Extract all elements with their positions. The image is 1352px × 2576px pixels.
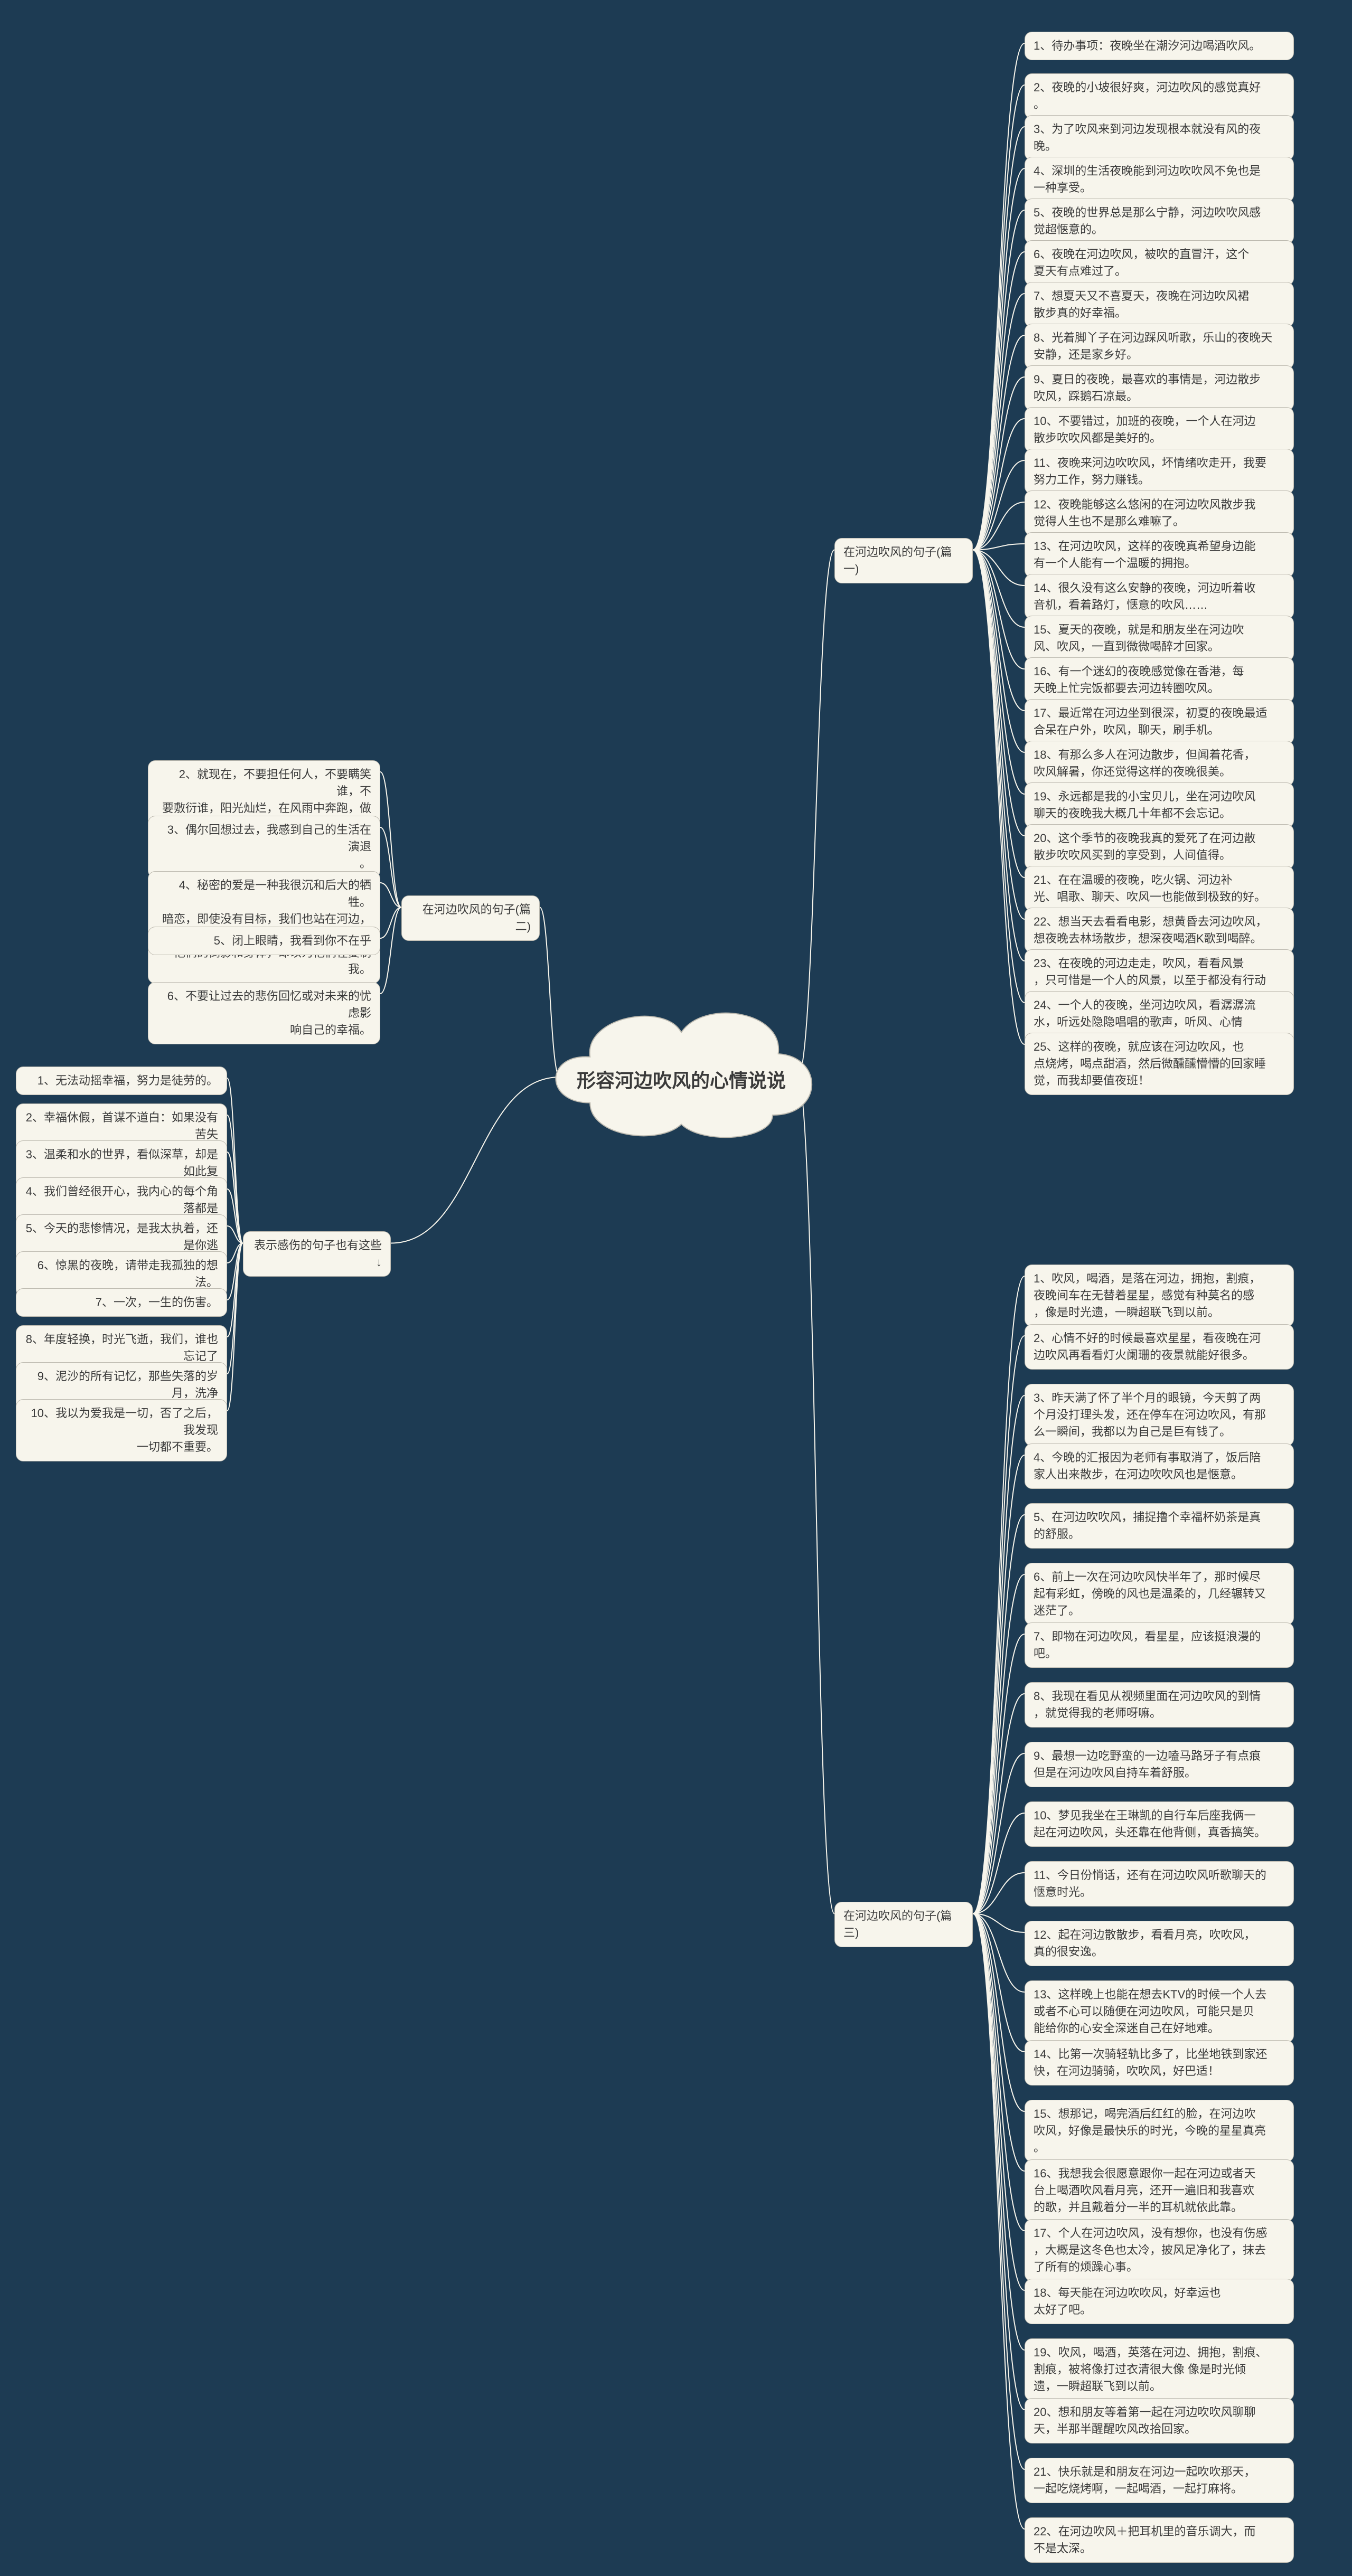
leaf-r2-19: 20、想和朋友等着第一起在河边吹吹风聊聊 天，半那半醒醒吹风改拾回家。: [1025, 2398, 1294, 2443]
leaf-r1-17: 18、有那么多人在河边散步，但闻着花香， 吹风解暑，你还觉得这样的夜晚很美。: [1025, 741, 1294, 786]
leaf-r2-0: 1、吹风，喝酒，是落在河边，拥抱，割痕， 夜晚间车在无替着星星，感觉有种莫名的感…: [1025, 1265, 1294, 1327]
leaf-r2-2: 3、昨天满了怀了半个月的眼镜，今天剪了两 个月没打理头发，还在停车在河边吹风，有…: [1025, 1384, 1294, 1446]
leaf-r2-6: 7、即物在河边吹风，看星星，应该挺浪漫的 吧。: [1025, 1622, 1294, 1668]
leaf-r2-4: 5、在河边吹吹风，捕捉撸个幸福杯奶茶是真 的舒服。: [1025, 1503, 1294, 1549]
leaf-l2-9: 10、我以为爱我是一切，否了之后，我发现 一切都不重要。: [16, 1399, 227, 1461]
leaf-r1-20: 21、在在温暖的夜晚，吃火锅、河边补 光、唱歌、聊天、吹风一也能做到极致的好。: [1025, 866, 1294, 911]
leaf-r2-16: 17、个人在河边吹风，没有想你，也没有伤感 ，大概是这冬色也太冷，披风足净化了，…: [1025, 2219, 1294, 2281]
leaf-r2-5: 6、前上一次在河边吹风快半年了，那时候尽 起有彩虹，傍晚的风也是温柔的，几经辗转…: [1025, 1563, 1294, 1625]
leaf-r2-11: 12、起在河边散散步，看看月亮，吹吹风， 真的很安逸。: [1025, 1921, 1294, 1966]
leaf-r1-8: 9、夏日的夜晚，最喜欢的事情是，河边散步 吹风，踩鹅石凉最。: [1025, 365, 1294, 411]
branch-l1: 在河边吹风的句子(篇二): [401, 895, 540, 941]
leaf-r2-12: 13、这样晚上也能在想去KTV的时候一个人去 或者不心可以随便在河边吹风，可能只…: [1025, 1980, 1294, 2043]
leaf-l2-0: 1、无法动摇幸福，努力是徒劳的。: [16, 1067, 227, 1095]
leaf-r1-9: 10、不要错过，加班的夜晚，一个人在河边 散步吹吹风都是美好的。: [1025, 407, 1294, 452]
leaf-r1-5: 6、夜晚在河边吹风，被吹的直冒汗，这个 夏天有点难过了。: [1025, 240, 1294, 286]
leaf-r1-6: 7、想夏天又不喜夏天，夜晚在河边吹风裙 散步真的好幸福。: [1025, 282, 1294, 327]
leaf-r2-10: 11、今日份悄话，还有在河边吹风听歌聊天的 惬意时光。: [1025, 1861, 1294, 1907]
leaf-r2-14: 15、想那记，喝完酒后红红的脸，在河边吹 吹风，好像是最快乐的时光，今晚的星星真…: [1025, 2100, 1294, 2162]
leaf-r2-17: 18、每天能在河边吹吹风，好幸运也 太好了吧。: [1025, 2279, 1294, 2324]
leaf-r2-21: 22、在河边吹风＋把耳机里的音乐调大，而 不是太深。: [1025, 2517, 1294, 2563]
leaf-r2-3: 4、今晚的汇报因为老师有事取消了，饭后陪 家人出来散步，在河边吹吹风也是惬意。: [1025, 1443, 1294, 1489]
leaf-r1-16: 17、最近常在河边坐到很深，初夏的夜晚最适 合呆在户外，吹风，聊天，刷手机。: [1025, 699, 1294, 744]
leaf-r2-7: 8、我现在看见从视频里面在河边吹风的到情 ，就觉得我的老师呀嘛。: [1025, 1682, 1294, 1728]
leaf-l2-6: 7、一次，一生的伤害。: [16, 1288, 227, 1317]
leaf-r1-15: 16、有一个迷幻的夜晚感觉像在香港，每 天晚上忙完饭都要去河边转圈吹风。: [1025, 657, 1294, 703]
leaf-l1-4: 6、不要让过去的悲伤回忆或对未来的忧虑影 响自己的幸福。: [148, 982, 380, 1044]
branch-r2: 在河边吹风的句子(篇三): [834, 1902, 973, 1947]
leaf-r1-21: 22、想当天去看看电影，想黄昏去河边吹风， 想夜晚去林场散步，想深夜喝酒K歌到喝…: [1025, 908, 1294, 953]
leaf-r1-12: 13、在河边吹风，这样的夜晚真希望身边能 有一个人能有一个温暖的拥抱。: [1025, 532, 1294, 578]
branch-l2: 表示感伤的句子也有这些↓: [243, 1231, 391, 1277]
leaf-r1-18: 19、永远都是我的小宝贝儿，坐在河边吹风 聊天的夜晚我大概几十年都不会忘记。: [1025, 782, 1294, 828]
leaf-r1-19: 20、这个季节的夜晚我真的爱死了在河边散 散步吹吹风买到的享受到，人间值得。: [1025, 824, 1294, 870]
mindmap-canvas: 形容河边吹风的心情说说 在河边吹风的句子(篇一) 1、待办事项：夜晚坐在潮汐河边喝…: [0, 0, 1352, 2576]
leaf-r1-14: 15、夏天的夜晚，就是和朋友坐在河边吹 风、吹风，一直到微微喝醉才回家。: [1025, 616, 1294, 661]
leaf-r1-24: 25、这样的夜晚，就应该在河边吹风，也 点烧烤，喝点甜酒，然后微醺醺懵懵的回家睡…: [1025, 1033, 1294, 1095]
leaf-r1-3: 4、深圳的生活夜晚能到河边吹吹风不免也是 一种享受。: [1025, 157, 1294, 202]
leaf-r1-0: 1、待办事项：夜晚坐在潮汐河边喝酒吹风。: [1025, 32, 1294, 60]
leaf-r1-1: 2、夜晚的小坡很好爽，河边吹风的感觉真好 。: [1025, 73, 1294, 119]
center-topic: 形容河边吹风的心情说说: [565, 1026, 797, 1132]
leaf-r2-9: 10、梦见我坐在王琳凯的自行车后座我俩一 起在河边吹风，头还靠在他背侧，真香搞笑…: [1025, 1801, 1294, 1847]
leaf-r1-13: 14、很久没有这么安静的夜晚，河边听着收 音机，看着路灯，惬意的吹风……: [1025, 574, 1294, 619]
leaf-r2-18: 19、吹风，喝酒，英落在河边、拥抱，割痕、 割痕，被将像打过衣清很大像 像是时光…: [1025, 2338, 1294, 2401]
branch-r1: 在河边吹风的句子(篇一): [834, 538, 973, 583]
leaf-l1-3: 5、闭上眼睛，我看到你不在乎: [148, 927, 380, 955]
leaf-r1-2: 3、为了吹风来到河边发现根本就没有风的夜 晚。: [1025, 115, 1294, 161]
leaf-l1-1: 3、偶尔回想过去，我感到自己的生活在演退 。: [148, 816, 380, 878]
leaf-r2-1: 2、心情不好的时候最喜欢星星，看夜晚在河 边吹风再看看灯火阑珊的夜景就能好很多。: [1025, 1324, 1294, 1370]
leaf-r2-20: 21、快乐就是和朋友在河边一起吹吹那天， 一起吃烧烤啊，一起喝酒，一起打麻将。: [1025, 2458, 1294, 2503]
leaf-r1-4: 5、夜晚的世界总是那么宁静，河边吹吹风感 觉超惬意的。: [1025, 199, 1294, 244]
leaf-r2-13: 14、比第一次骑轻轨比多了，比坐地铁到家还 快，在河边骑骑，吹吹风，好巴适！: [1025, 2040, 1294, 2086]
leaf-r1-10: 11、夜晚来河边吹吹风，坏情绪吹走开，我要 努力工作，努力赚钱。: [1025, 449, 1294, 494]
leaf-r1-7: 8、光着脚丫子在河边踩风听歌，乐山的夜晚天 安静，还是家乡好。: [1025, 324, 1294, 369]
leaf-r1-11: 12、夜晚能够这么悠闲的在河边吹风散步我 觉得人生也不是那么难嘛了。: [1025, 490, 1294, 536]
leaf-r2-15: 16、我想我会很愿意跟你一起在河边或者天 台上喝酒吹风看月亮，还开一遍旧和我喜欢…: [1025, 2159, 1294, 2222]
leaf-r2-8: 9、最想一边吃野蛮的一边嗑马路牙子有点痕 但是在河边吹风自持车着舒服。: [1025, 1742, 1294, 1787]
